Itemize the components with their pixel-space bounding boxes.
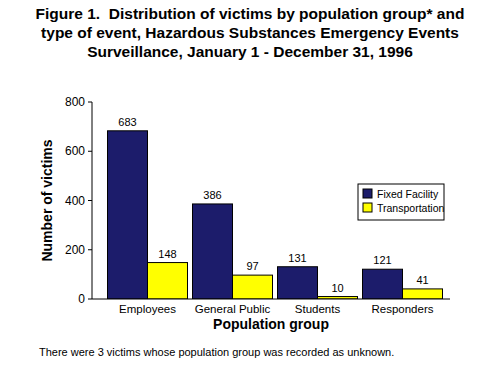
bar (278, 267, 318, 299)
x-axis (92, 299, 450, 300)
y-tick-label: 800 (65, 95, 85, 109)
y-tick (88, 102, 92, 103)
legend-swatch (363, 189, 372, 198)
y-tick (88, 151, 92, 152)
y-tick-label: 200 (65, 243, 85, 257)
chart-canvas: 0 200 400 600 800 683 386 131 121 148 97 10 41 Employ… (0, 0, 500, 387)
x-tick-label: General Public (195, 303, 271, 315)
legend-box (358, 184, 444, 220)
legend-swatch (363, 203, 372, 212)
bar (148, 263, 188, 299)
x-tick-label: Responders (371, 303, 433, 315)
y-axis-label: Number of victims (39, 139, 55, 261)
footnote: There were 3 victims whose population gr… (39, 346, 394, 358)
y-tick-label: 600 (65, 144, 85, 158)
legend-label: Transportation (377, 202, 444, 214)
y-tick-label: 400 (65, 194, 85, 208)
x-axis-label: Population group (213, 316, 329, 332)
legend-label: Fixed Facility (377, 188, 439, 200)
x-tick-label: Students (295, 303, 341, 315)
data-label: 41 (416, 274, 428, 286)
y-tick (88, 299, 92, 300)
y-tick (88, 200, 92, 201)
data-label: 683 (118, 116, 136, 128)
bar (403, 289, 443, 299)
chart-title: Figure 1. Distribution of victims by pop… (20, 4, 480, 61)
data-label: 131 (288, 252, 306, 264)
y-axis (92, 102, 93, 299)
data-label: 148 (158, 248, 176, 260)
bar (108, 131, 148, 299)
bar (363, 269, 403, 299)
data-label: 97 (246, 260, 258, 272)
data-label: 386 (203, 189, 221, 201)
bar (233, 275, 273, 299)
y-tick-label: 0 (78, 292, 85, 306)
data-label: 10 (331, 282, 343, 294)
y-tick (88, 249, 92, 250)
bar (193, 204, 233, 299)
x-tick-label: Employees (119, 303, 176, 315)
data-label: 121 (373, 254, 391, 266)
